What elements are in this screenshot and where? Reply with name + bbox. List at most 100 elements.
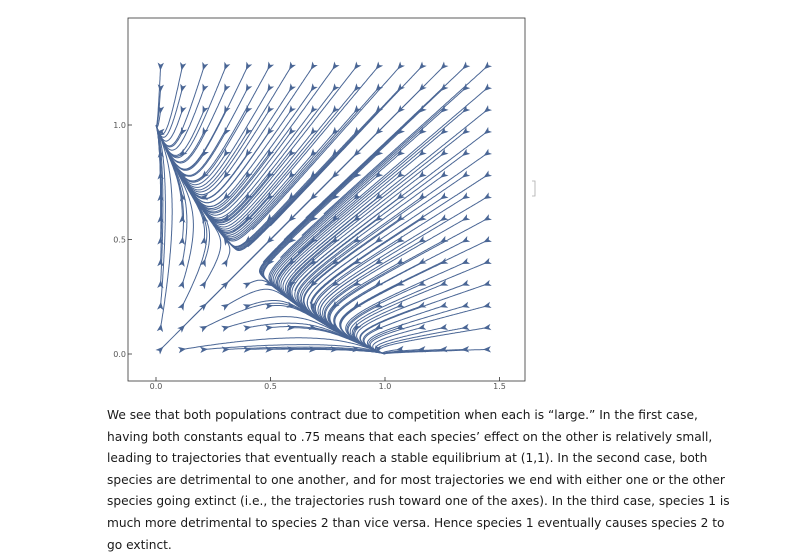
stream-arrow (201, 148, 209, 157)
stream-arrow (483, 148, 493, 156)
axis-ticks (128, 124, 500, 381)
stream-arrow (417, 301, 427, 308)
streamline (225, 261, 249, 285)
streamline (259, 131, 401, 287)
stream-arrow (288, 192, 297, 201)
stream-arrow (418, 61, 427, 70)
stream-arrow (287, 346, 296, 353)
stream-arrow (353, 235, 362, 244)
stream-arrow (440, 170, 449, 178)
stream-arrow (396, 148, 406, 157)
x-tick-label: 1.0 (379, 382, 392, 391)
stream-arrow (461, 214, 471, 221)
stream-arrow (245, 170, 253, 179)
stream-arrow (396, 323, 405, 330)
stream-arrow (224, 83, 231, 93)
stream-arrow (353, 170, 362, 179)
stream-arrow (440, 148, 449, 157)
streamline (319, 88, 488, 232)
stream-arrow (331, 257, 340, 265)
streamline (156, 66, 162, 126)
x-axis-tick-labels: 0.0 0.5 1.0 1.5 (150, 382, 506, 391)
stream-arrow (482, 323, 492, 331)
stream-arrow (353, 61, 362, 70)
stream-arrow (462, 61, 471, 70)
streamline (286, 153, 444, 300)
stream-arrow (353, 213, 362, 222)
stream-arrow (440, 126, 449, 135)
streamline (310, 174, 488, 304)
stream-arrow (331, 300, 340, 309)
stream-arrow (417, 345, 426, 353)
stream-arrow (242, 282, 252, 289)
stream-arrow (309, 301, 317, 310)
stream-arrow (288, 148, 297, 157)
stream-arrow (267, 126, 275, 136)
stream-arrow (180, 83, 187, 93)
streamline (269, 66, 422, 227)
stream-arrow (288, 83, 296, 92)
streamline (268, 131, 422, 285)
stream-arrow (353, 279, 362, 287)
stream-arrow (397, 61, 405, 70)
streamline (294, 131, 466, 272)
stream-arrow (353, 322, 362, 331)
stream-arrow (417, 323, 427, 330)
stream-arrow (330, 346, 339, 353)
stream-arrow (157, 214, 164, 223)
stream-arrow (331, 235, 340, 244)
stream-arrow (266, 257, 275, 266)
stream-arrow (310, 83, 318, 92)
stream-arrow (418, 105, 427, 113)
streamline (155, 125, 173, 328)
stream-arrow (243, 325, 252, 332)
stream-arrow (310, 104, 318, 114)
stream-arrow (157, 105, 165, 115)
stream-arrow (374, 235, 384, 243)
stream-arrow (156, 128, 165, 136)
stream-arrow (245, 105, 253, 114)
stream-arrow (288, 170, 297, 179)
stream-arrow (224, 61, 231, 71)
stream-arrow (461, 301, 470, 308)
y-tick-label: 1.0 (113, 121, 126, 130)
stream-arrow (199, 280, 207, 290)
streamline (232, 66, 379, 232)
stream-arrow (245, 61, 253, 71)
stream-arrow (202, 83, 209, 93)
stream-arrow (395, 345, 405, 353)
stream-arrow (374, 257, 384, 265)
streamline (323, 218, 466, 344)
streamline (334, 261, 422, 355)
stream-arrow (462, 83, 471, 92)
stream-arrow (310, 170, 318, 179)
stream-arrow (375, 61, 384, 70)
stream-arrow (308, 323, 317, 331)
stream-arrow (375, 170, 384, 179)
stream-arrow (418, 235, 427, 243)
stream-arrow (439, 214, 449, 221)
streamline (369, 305, 488, 355)
stream-arrow (202, 215, 209, 224)
stream-arrow (243, 346, 252, 353)
stream-arrow (396, 170, 406, 178)
stream-arrow (353, 257, 362, 265)
stream-arrow (397, 105, 405, 113)
streamline (155, 66, 205, 147)
streamline (288, 175, 422, 321)
stream-arrow (461, 346, 470, 353)
stream-arrow (245, 148, 253, 157)
streamline (356, 283, 466, 355)
stream-arrow (264, 279, 273, 287)
streamline (366, 305, 466, 355)
streamline (301, 88, 466, 236)
stream-arrow (462, 126, 471, 135)
stream-arrow (331, 192, 340, 200)
stream-arrow (157, 62, 164, 71)
stream-arrow (265, 346, 274, 353)
stream-arrow (374, 279, 384, 287)
streamline (313, 196, 466, 330)
streamline (305, 66, 466, 219)
stream-arrow (374, 345, 382, 354)
stream-arrow (199, 325, 208, 333)
